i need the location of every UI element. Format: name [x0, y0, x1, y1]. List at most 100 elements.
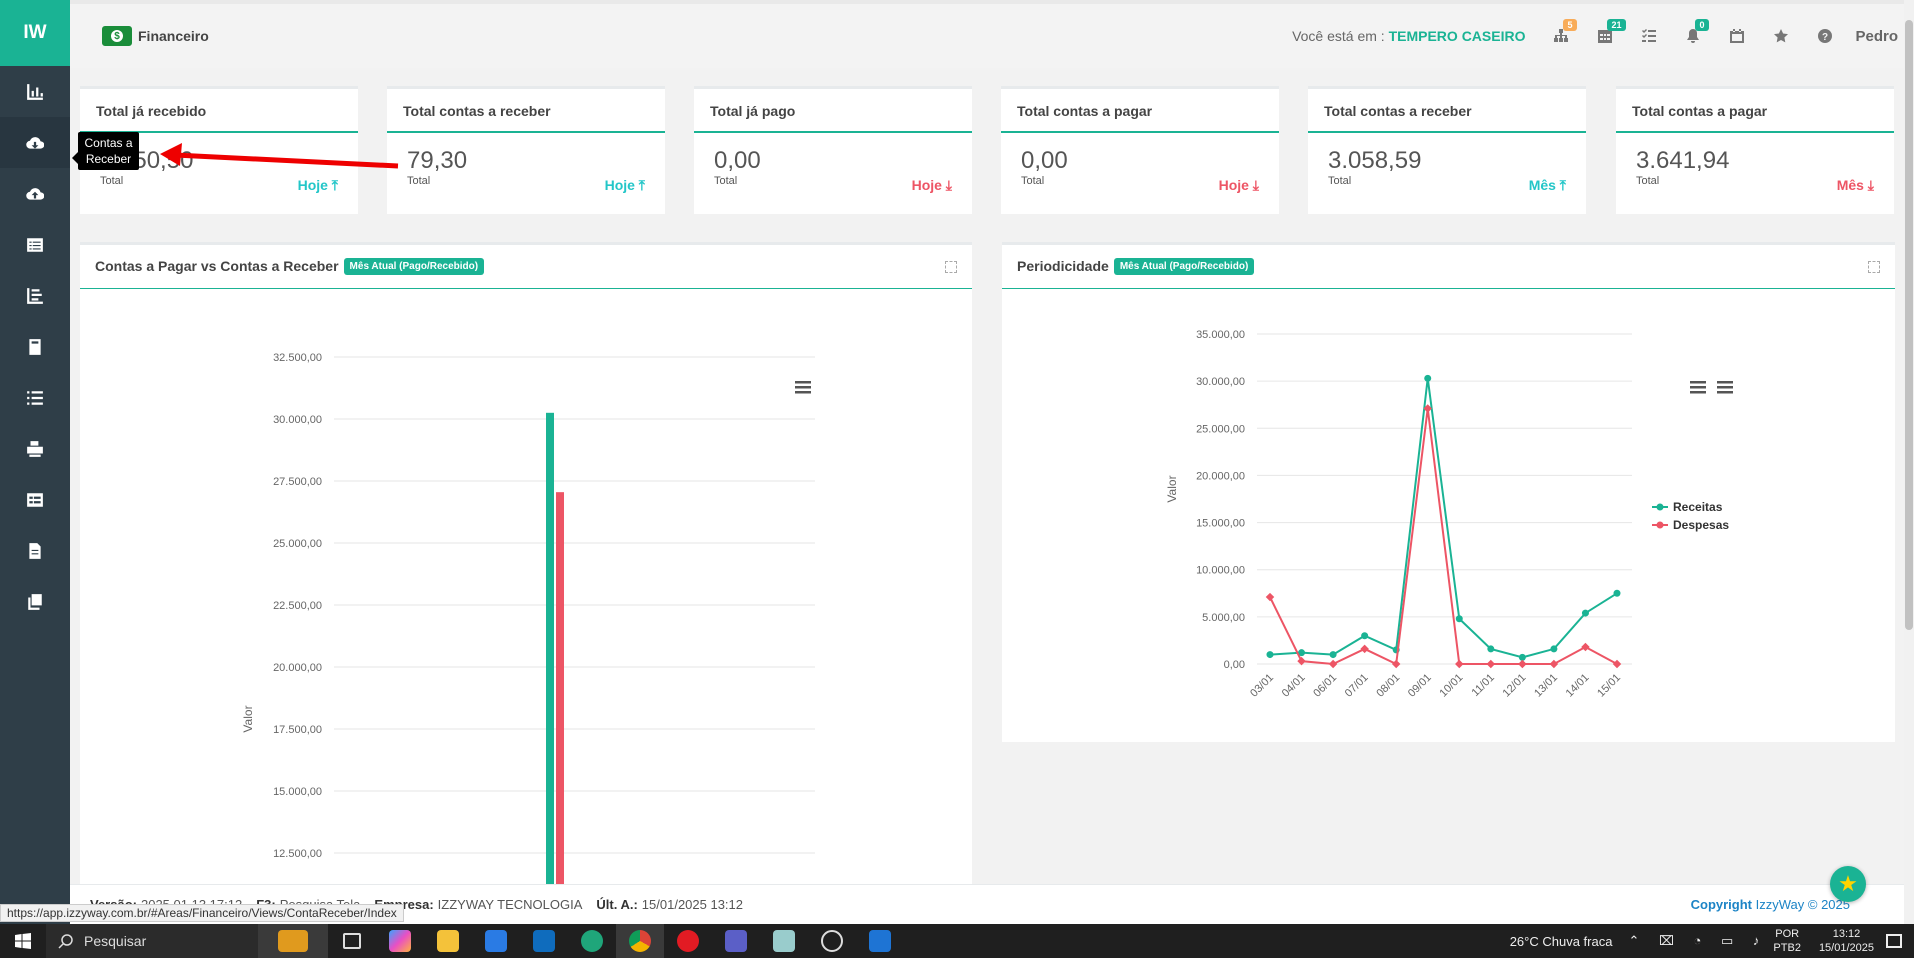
edge-icon [581, 930, 603, 952]
scrollbar[interactable] [1904, 0, 1914, 924]
taskbar: Pesquisar 26°C Chuva fraca ⌃ ⌧ ◔ ▭ ♪ POR… [0, 924, 1914, 958]
chrome-icon [629, 930, 651, 952]
sidebar-item-lista[interactable] [0, 372, 70, 423]
calendar-button[interactable] [1715, 21, 1759, 51]
data-point [1391, 659, 1401, 669]
legend-label: Despesas [1673, 518, 1729, 532]
sidebar-item-relatorios[interactable] [0, 270, 70, 321]
data-point [1550, 645, 1558, 653]
y-tick-label: 17.500,00 [273, 724, 322, 736]
kpi-card: Total já pago 0,00 Total Hoje ⤓ [694, 86, 972, 214]
bell-badge: 0 [1695, 19, 1709, 31]
kpi-sub: Total [1636, 175, 1660, 187]
company-context: Você está em : TEMPERO CASEIRO [1292, 28, 1526, 44]
help-button[interactable]: ? [1803, 21, 1847, 51]
search-icon [58, 934, 73, 949]
series-line [1269, 378, 1618, 659]
outlook-icon [533, 930, 555, 952]
x-tick-label: 10/01 [1437, 672, 1465, 700]
expand-icon[interactable] [945, 261, 957, 273]
kpi-period-tag[interactable]: Hoje ⤒ [297, 177, 338, 193]
taskbar-taskview[interactable] [328, 924, 376, 958]
data-point [1455, 615, 1463, 623]
kpi-period-tag[interactable]: Hoje ⤒ [604, 177, 645, 193]
taskbar-obs[interactable] [808, 924, 856, 958]
kpi-period-tag[interactable]: Mês ⤓ [1836, 177, 1874, 193]
cloud-download-icon [26, 136, 44, 149]
sidebar-item-contas-receber[interactable] [0, 117, 70, 168]
language-indicator[interactable]: POR PTB2 [1773, 928, 1801, 954]
kpi-card: Total contas a pagar 0,00 Total Hoje ⤓ [1001, 86, 1279, 214]
favorite-fab[interactable]: ★ [1830, 866, 1866, 902]
sidebar-item-copia[interactable] [0, 576, 70, 627]
weather-widget[interactable]: 26°C Chuva fraca [1509, 933, 1613, 949]
sidebar-item-dashboard[interactable] [0, 66, 70, 117]
table-icon [27, 492, 43, 507]
kpi-value: 0,00 [714, 147, 761, 174]
x-tick-label: 06/01 [1311, 672, 1339, 700]
x-tick-label: 08/01 [1374, 672, 1402, 700]
sitemap-button[interactable]: 5 [1539, 19, 1583, 51]
taskbar-copilot[interactable] [376, 924, 424, 958]
taskbar-briefcase[interactable] [258, 924, 328, 958]
favorites-button[interactable] [1759, 21, 1803, 51]
data-point [1265, 592, 1275, 602]
kpi-value: 79,30 [407, 147, 468, 174]
taskbar-explorer[interactable] [424, 924, 472, 958]
printer-icon [27, 440, 43, 457]
notification-center-icon[interactable] [1886, 934, 1902, 948]
kpi-period-tag[interactable]: Mês ⤒ [1528, 177, 1566, 193]
chart-menu-icon [795, 386, 811, 389]
user-menu[interactable]: Pedro [1855, 27, 1898, 45]
taskbar-teams[interactable] [712, 924, 760, 958]
star-icon: ★ [1838, 871, 1858, 896]
x-tick-label: 04/01 [1280, 672, 1308, 700]
y-axis-label: Valor [1165, 475, 1179, 502]
legend-marker [1656, 503, 1664, 511]
chart-menu-icon [1717, 381, 1733, 384]
taskbar-store[interactable] [472, 924, 520, 958]
data-point [1487, 645, 1495, 653]
sidebar-item-livro[interactable] [0, 321, 70, 372]
tasks-button[interactable] [1627, 21, 1671, 51]
calendar-table-button[interactable]: 21 [1583, 19, 1627, 51]
kpi-title: Total já recebido [80, 89, 358, 133]
tasks-icon [1642, 29, 1657, 42]
y-tick-label: 35.000,00 [1196, 329, 1245, 341]
money-icon: $ [102, 26, 132, 46]
kpi-period-tag[interactable]: Hoje ⤓ [911, 177, 952, 193]
kpi-card: Total contas a receber 79,30 Total Hoje ⤒ [387, 86, 665, 214]
sidebar-item-documento[interactable] [0, 525, 70, 576]
period-label: Mês Atual (Pago/Recebido) [1113, 258, 1255, 275]
sidebar-item-caixa[interactable] [0, 423, 70, 474]
x-tick-label: 09/01 [1406, 672, 1434, 700]
clock[interactable]: 13:12 15/01/2025 [1818, 928, 1874, 954]
x-tick-label: 11/01 [1470, 672, 1497, 699]
taskbar-search[interactable]: Pesquisar [46, 924, 258, 958]
sidebar: IW [0, 0, 70, 924]
kpi-period-tag[interactable]: Hoje ⤓ [1218, 177, 1259, 193]
sidebar-item-contas-pagar[interactable] [0, 168, 70, 219]
taskbar-app-green[interactable] [760, 924, 808, 958]
notifications-button[interactable]: 0 [1671, 19, 1715, 51]
data-point [1424, 374, 1432, 382]
taskbar-outlook[interactable] [520, 924, 568, 958]
app-logo[interactable]: IW [0, 0, 70, 66]
data-point [1328, 659, 1338, 669]
system-tray: 26°C Chuva fraca ⌃ ⌧ ◔ ▭ ♪ POR PTB2 13:12… [1510, 927, 1914, 955]
x-tick-label: 15/01 [1595, 672, 1623, 700]
period-label: Mês Atual (Pago/Recebido) [343, 258, 485, 275]
sidebar-item-tabela[interactable] [0, 474, 70, 525]
expand-icon[interactable] [1868, 261, 1880, 273]
copyright[interactable]: Copyright IzzyWay © 2025 [1690, 897, 1850, 912]
taskbar-opera[interactable] [664, 924, 712, 958]
sidebar-item-lancamentos[interactable] [0, 219, 70, 270]
company-name[interactable]: TEMPERO CASEIRO [1388, 28, 1526, 44]
taskbar-edge[interactable] [568, 924, 616, 958]
taskbar-media[interactable] [856, 924, 904, 958]
data-point [1581, 609, 1589, 617]
panel-contas-pagar-receber: Contas a Pagar vs Contas a Receber Mês A… [80, 242, 972, 887]
start-button[interactable] [0, 924, 46, 958]
taskbar-chrome[interactable] [616, 924, 664, 958]
tray-icons[interactable]: ⌃ ⌧ ◔ ▭ ♪ [1628, 933, 1768, 948]
